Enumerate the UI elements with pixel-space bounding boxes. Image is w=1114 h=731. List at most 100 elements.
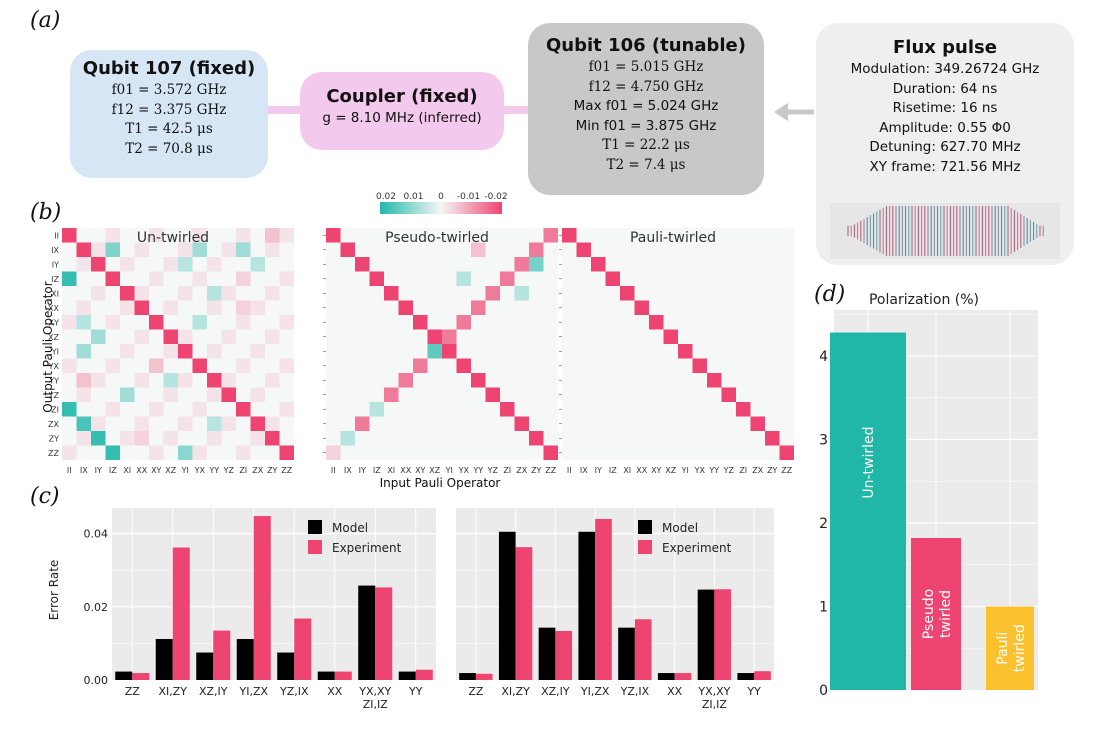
- heatmap-cell: [236, 228, 251, 243]
- qubit-106-box: Qubit 106 (tunable) f01 = 5.015 GHz f12 …: [528, 23, 764, 195]
- error-bar-experiment: [674, 673, 692, 680]
- heatmap-cell: [427, 329, 442, 344]
- heatmap-xtick: ZI: [503, 466, 511, 475]
- heatmap-xtick: ZY: [531, 466, 541, 475]
- heatmap-cell: [514, 286, 529, 301]
- error-chart-xtick: YY: [746, 685, 761, 698]
- heatmap-cell: [221, 286, 236, 301]
- qubit-106-line-3: Min f01 = 3.875 GHz: [575, 117, 717, 134]
- heatmap-cell: [221, 416, 236, 431]
- heatmap-cell: [62, 271, 77, 286]
- heatmap-cell: [207, 387, 222, 402]
- error-chart-xtick: YI,ZX: [238, 685, 268, 698]
- heatmap-cell: [265, 431, 280, 446]
- heatmap-cell: [163, 329, 178, 344]
- heatmap-cell: [442, 329, 457, 344]
- qubit-107-title: Qubit 107 (fixed): [82, 58, 256, 79]
- error-chart-xtick: YX,XY: [358, 685, 391, 698]
- heatmap-xtick: XI: [387, 466, 395, 475]
- heatmap-cell: [456, 315, 471, 330]
- heatmap-cell: [62, 445, 77, 460]
- heatmap-cell: [529, 431, 544, 446]
- heatmap-cell: [207, 416, 222, 431]
- qubit-106-line-1: f12 = 4.750 GHz: [588, 78, 704, 95]
- heatmap-xtick: XY: [151, 466, 161, 475]
- heatmap-xtick: IZ: [109, 466, 117, 475]
- heatmap-xtick: IZ: [373, 466, 381, 475]
- error-chart-xtick: YI,ZX: [580, 685, 610, 698]
- error-bar-model: [236, 639, 254, 680]
- heatmap-xtick: XI: [123, 466, 131, 475]
- heatmap-cell: [76, 300, 91, 315]
- heatmap-cell: [120, 300, 135, 315]
- legend-label-model: Model: [662, 521, 698, 535]
- error-chart-xtick: YZ,IX: [279, 685, 309, 698]
- heatmap-xtick: XY: [651, 466, 661, 475]
- error-chart-xtick: YY: [408, 685, 423, 698]
- flux-waveform: [830, 203, 1060, 259]
- heatmap-cell: [207, 300, 222, 315]
- heatmap-cell: [279, 315, 294, 330]
- error-bar-experiment: [253, 516, 271, 680]
- heatmap-cell: [91, 286, 106, 301]
- error-bar-experiment: [375, 587, 393, 680]
- colorbar: 0.02 0.01 0 -0.01 -0.02: [376, 192, 508, 214]
- heatmap-cell: [236, 271, 251, 286]
- error-bar-experiment: [334, 671, 352, 680]
- heatmap-cell: [207, 257, 222, 272]
- heatmap-cell: [178, 242, 193, 257]
- panel-label-b: (b): [30, 200, 62, 225]
- error-bar-experiment: [415, 669, 433, 680]
- polarization-ytick: 1: [820, 599, 828, 615]
- heatmap-cell: [279, 402, 294, 417]
- polarization-ytick: 3: [820, 432, 828, 448]
- error-chart-xtick: ZI,IZ: [363, 698, 389, 711]
- error-chart-ytick: 0.02: [84, 601, 109, 614]
- heatmap-xlabel: Input Pauli Operator: [379, 476, 501, 490]
- legend-swatch-model: [638, 520, 652, 534]
- heatmap-cell: [105, 315, 120, 330]
- heatmap-cell: [236, 402, 251, 417]
- qubit-106-line-4: T1 = 22.2 μs: [602, 137, 690, 153]
- error-bar-model: [398, 671, 416, 680]
- polarization-ytick: 2: [820, 516, 828, 532]
- error-bar-experiment: [595, 518, 612, 680]
- heatmap-cell: [192, 271, 207, 286]
- heatmap-xtick: ZX: [516, 466, 527, 475]
- heatmap-cell: [398, 300, 413, 315]
- heatmap-title: Pauli-twirled: [630, 230, 716, 246]
- heatmap-xtick: XZ: [165, 466, 176, 475]
- polarization-bar: [986, 606, 1034, 690]
- connector-right: [502, 106, 530, 114]
- heatmap-cell: [663, 329, 678, 344]
- error-bar-experiment: [754, 671, 771, 680]
- heatmap-xtick: II: [67, 466, 72, 475]
- heatmap-cell: [265, 416, 280, 431]
- heatmap-xtick: IX: [344, 466, 352, 475]
- heatmap-cell: [456, 358, 471, 373]
- heatmap-cell: [163, 431, 178, 446]
- heatmap-cell: [207, 373, 222, 388]
- heatmap-cell: [62, 402, 77, 417]
- error-chart-xtick: ZZ: [468, 685, 484, 698]
- heatmap-xtick: YX: [458, 466, 470, 475]
- heatmap-cell: [178, 257, 193, 272]
- flux-line-2: Risetime: 16 ns: [892, 100, 998, 116]
- heatmap-cell: [221, 329, 236, 344]
- heatmap-cell: [456, 271, 471, 286]
- heatmap-cell: [178, 445, 193, 460]
- heatmap-2: Pseudo-twirled II IX IY IZ XI XX XY XZ YI YX YY YZ ZI…: [323, 228, 558, 475]
- error-bar-model: [358, 585, 376, 680]
- error-bar-experiment: [555, 630, 573, 680]
- heatmap-xtick: ZZ: [281, 466, 292, 475]
- polarization-bar: [830, 332, 906, 690]
- heatmap-cell: [543, 445, 558, 460]
- panel-label-d: (d): [814, 282, 846, 307]
- heatmap-cell: [163, 300, 178, 315]
- heatmap-cell: [369, 402, 384, 417]
- heatmap-xtick: XY: [415, 466, 425, 475]
- error-bar-experiment: [294, 618, 312, 680]
